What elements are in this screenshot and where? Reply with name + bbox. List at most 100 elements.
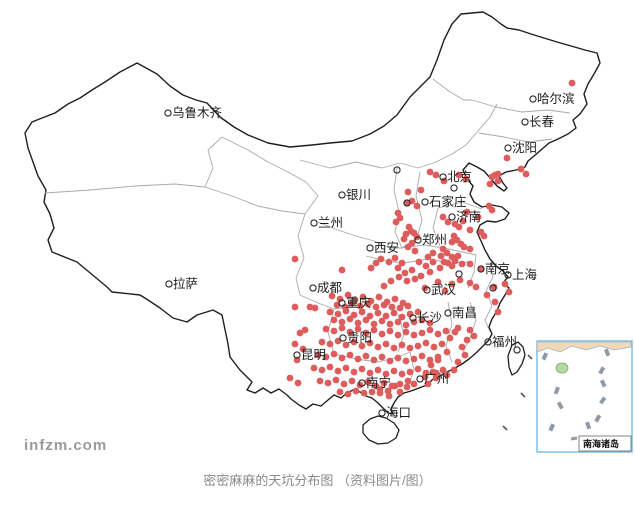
- sinkhole-dot: [422, 262, 430, 270]
- city-label: 成都: [317, 281, 343, 295]
- sinkhole-dot: [394, 354, 402, 362]
- sinkhole-dot: [418, 316, 426, 324]
- sinkhole-dot: [466, 226, 474, 234]
- city-label: 南京: [485, 261, 510, 276]
- sinkhole-dot: [491, 298, 499, 306]
- sinkhole-dot: [466, 245, 474, 253]
- china-outline: [24, 11, 601, 415]
- sinkhole-dot: [370, 356, 378, 364]
- city-marker: [423, 286, 431, 294]
- sinkhole-dot: [394, 318, 402, 326]
- sinkhole-dot: [443, 249, 451, 257]
- sinkhole-dot: [332, 376, 340, 384]
- sinkhole-dot: [382, 312, 390, 320]
- sinkhole-dot: [398, 259, 406, 267]
- sinkhole-dot: [440, 258, 448, 266]
- sinkhole-dot: [422, 369, 430, 377]
- sinkhole-dot: [470, 332, 478, 340]
- sinkhole-dot: [442, 327, 450, 335]
- sinkhole-dot: [443, 348, 451, 356]
- sinkhole-dot: [411, 275, 419, 283]
- sinkhole-dot: [330, 316, 338, 324]
- sinkhole-dot: [455, 223, 463, 231]
- sinkhole-dot: [426, 356, 434, 364]
- sinkhole-dot: [398, 370, 406, 378]
- sinkhole-dot: [399, 299, 407, 307]
- sinkhole-dot: [390, 309, 398, 317]
- sinkhole-dot: [344, 291, 352, 299]
- city-marker: [366, 244, 374, 252]
- sinkhole-dot: [391, 254, 399, 262]
- city-marker: [403, 199, 411, 207]
- city-marker: [484, 338, 492, 346]
- sinkhole-dot: [358, 308, 366, 316]
- city-marker: [293, 351, 301, 359]
- sinkhole-dot: [382, 340, 390, 348]
- sinkhole-dot: [454, 358, 462, 366]
- sinkhole-dot: [360, 389, 368, 397]
- sinkhole-dot: [362, 316, 370, 324]
- sinkhole-dot: [291, 340, 299, 348]
- city-marker: [421, 198, 429, 206]
- city-marker: [310, 219, 318, 227]
- sinkhole-dot: [391, 295, 399, 303]
- hainan-island: [362, 415, 400, 445]
- sinkhole-dot: [429, 368, 437, 376]
- sinkhole-dot: [350, 368, 358, 376]
- city-label: 拉萨: [173, 276, 198, 291]
- sinkhole-dot: [366, 369, 374, 377]
- city-marker: [504, 271, 512, 279]
- sinkhole-dot: [472, 283, 480, 291]
- sinkhole-dot: [324, 379, 332, 387]
- city-label: 郑州: [422, 232, 447, 247]
- sinkhole-dot: [434, 330, 442, 338]
- city-marker: [504, 144, 512, 152]
- city-label: 石家庄: [429, 194, 467, 209]
- sinkhole-dot: [404, 243, 412, 251]
- city-marker: [521, 118, 529, 126]
- city-marker: [489, 284, 497, 292]
- sinkhole-dots-layer: [286, 79, 576, 400]
- sinkhole-dot: [402, 321, 410, 329]
- city-label: 昆明: [301, 348, 326, 362]
- sinkhole-dot: [364, 300, 372, 308]
- sinkhole-dot: [429, 258, 437, 266]
- sinkhole-dot: [396, 388, 404, 396]
- sinkhole-dot: [378, 317, 386, 325]
- sinkhole-dot: [430, 343, 438, 351]
- sinkhole-dot: [517, 165, 525, 173]
- sinkhole-dot: [372, 382, 380, 390]
- sinkhole-dot: [450, 366, 458, 374]
- city-marker: [309, 284, 317, 292]
- sinkhole-dot: [380, 379, 388, 387]
- city-label: 乌鲁木齐: [172, 105, 223, 120]
- sinkhole-dot: [443, 371, 451, 379]
- city-label: 银川: [346, 188, 371, 202]
- sinkhole-dot: [437, 252, 445, 260]
- sinkhole-dot: [403, 383, 411, 391]
- sinkhole-dot: [410, 331, 418, 339]
- sinkhole-dot: [336, 388, 344, 396]
- sinkhole-dot: [480, 232, 488, 240]
- sinkhole-dot: [415, 258, 423, 266]
- sinkhole-dot: [326, 363, 334, 371]
- sinkhole-dot: [417, 186, 425, 194]
- sinkhole-dot: [326, 308, 334, 316]
- sinkhole-dot: [380, 301, 388, 309]
- sinkhole-dot: [402, 357, 410, 365]
- city-marker: [393, 166, 401, 174]
- sinkhole-dot: [390, 344, 398, 352]
- sinkhole-dot: [375, 293, 383, 301]
- city-marker: [358, 379, 366, 387]
- sinkhole-dot: [398, 313, 406, 321]
- sinkhole-dot: [411, 247, 419, 255]
- sinkhole-dot: [368, 388, 376, 396]
- sinkhole-dot: [374, 343, 382, 351]
- city-marker: [448, 213, 456, 221]
- sinkhole-dot: [344, 390, 352, 398]
- sinkhole-dot: [388, 382, 396, 390]
- sinkhole-dot: [354, 355, 362, 363]
- sinkhole-dot: [398, 341, 406, 349]
- sinkhole-dot: [400, 235, 408, 243]
